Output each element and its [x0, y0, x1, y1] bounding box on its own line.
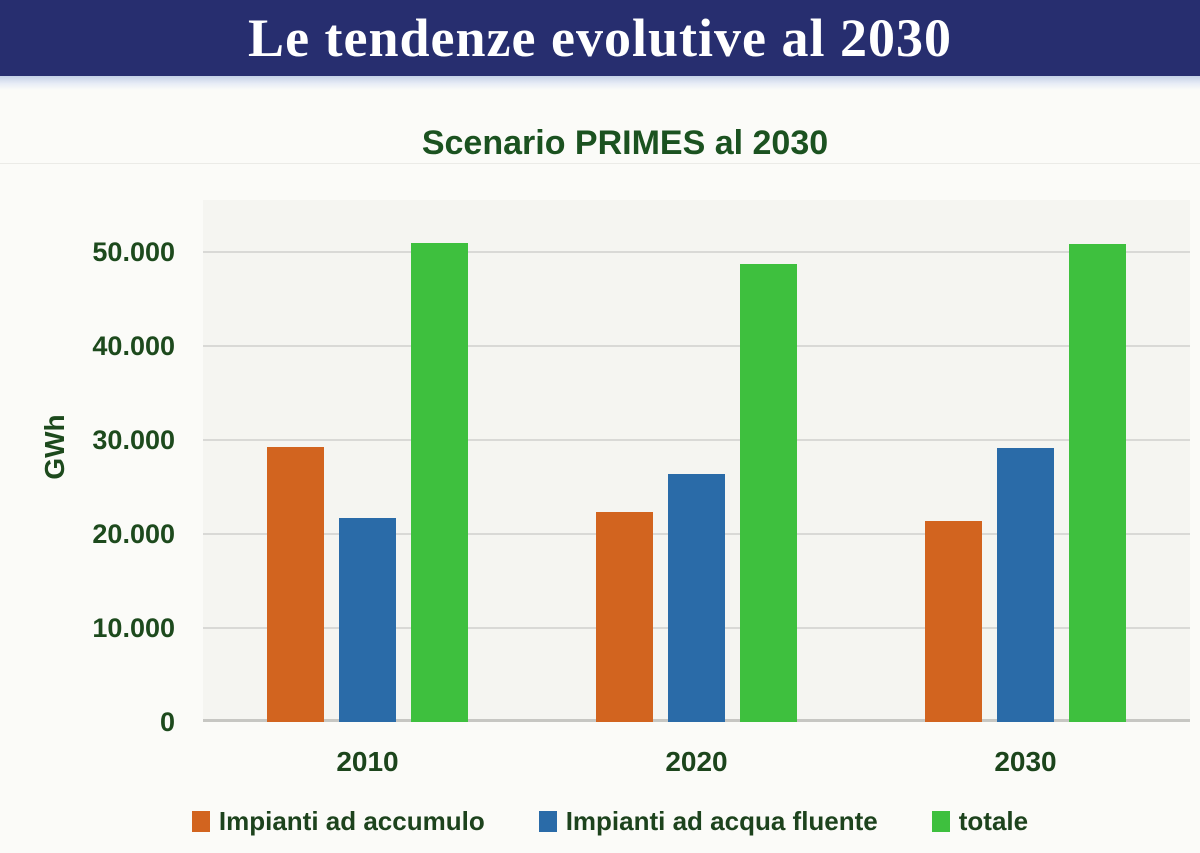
bar-group-2010	[203, 200, 532, 722]
divider-line	[0, 163, 1200, 164]
slide-title-banner: Le tendenze evolutive al 2030	[0, 0, 1200, 76]
y-tick-label: 30.000	[92, 425, 175, 455]
legend-swatch-icon	[191, 811, 210, 832]
bar-2020-impianti-ad-accumulo	[596, 512, 653, 722]
y-tick-label: 20.000	[92, 519, 175, 549]
legend-item-impianti-ad-acqua-fluente: Impianti ad acqua fluente	[538, 806, 878, 837]
bar-2030-totale	[1069, 244, 1126, 722]
gridline-40.000	[203, 345, 1190, 347]
x-tick-label-2020: 2020	[665, 746, 728, 777]
bar-2030-impianti-ad-acqua-fluente	[997, 448, 1054, 722]
banner-bottom-strip	[0, 76, 1200, 90]
y-tick-label: 10.000	[92, 613, 175, 643]
bar-2030-impianti-ad-accumulo	[925, 520, 982, 722]
legend-label: Impianti ad accumulo	[218, 806, 485, 836]
bar-2010-totale	[411, 242, 468, 722]
legend-item-impianti-ad-accumulo: Impianti ad accumulo	[191, 806, 485, 837]
bar-2010-impianti-ad-acqua-fluente	[339, 518, 396, 722]
bars-layer	[203, 200, 1190, 722]
y-tick-label: 40.000	[92, 331, 175, 361]
bar-2020-impianti-ad-acqua-fluente	[668, 473, 725, 722]
plot-area	[203, 200, 1190, 722]
legend-label: totale	[958, 806, 1029, 836]
y-axis-labels: 0 10.000 20.000 30.000 40.000 50.000	[55, 0, 175, 760]
y-tick-label: 0	[159, 707, 175, 737]
bar-group-2030	[861, 200, 1190, 722]
legend-swatch-icon	[538, 811, 557, 832]
bar-group-2020	[532, 200, 861, 722]
slide-title: Le tendenze evolutive al 2030	[248, 8, 952, 68]
chart-title: Scenario PRIMES al 2030	[421, 124, 829, 162]
legend-item-totale: totale	[931, 806, 1029, 837]
bar-2020-totale	[740, 264, 797, 722]
chart-legend: Impianti ad accumulo Impianti ad acqua fl…	[0, 806, 1200, 837]
x-tick-label-2030: 2030	[994, 746, 1057, 777]
bar-2010-impianti-ad-accumulo	[267, 446, 324, 722]
gridline-50.000	[203, 251, 1190, 253]
gridline-30.000	[203, 439, 1190, 441]
y-tick-label: 50.000	[92, 237, 175, 267]
x-axis-labels: 2010 2020 2030	[203, 746, 1190, 778]
legend-swatch-icon	[931, 811, 950, 832]
x-tick-label-2010: 2010	[336, 746, 399, 777]
legend-label: Impianti ad acqua fluente	[565, 806, 878, 836]
